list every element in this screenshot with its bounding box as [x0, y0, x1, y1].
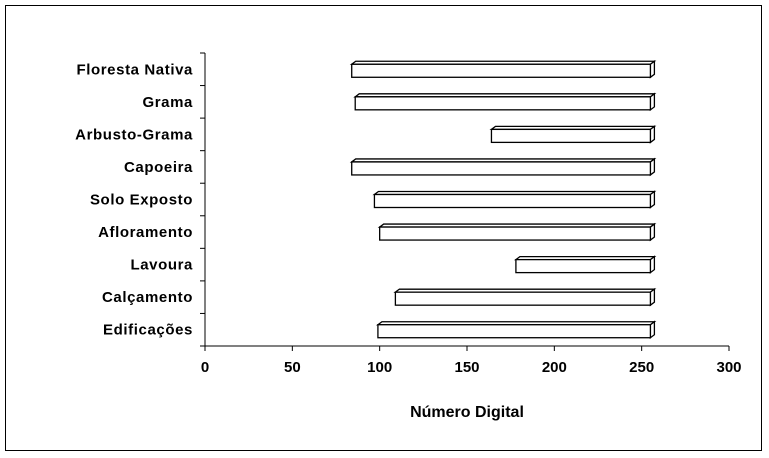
category-label: Floresta Nativa [76, 61, 193, 78]
range-bar [375, 320, 657, 340]
range-bar-front-face [351, 161, 652, 176]
range-bar [377, 222, 657, 242]
x-tick-label: 50 [284, 359, 301, 376]
x-tick-label: 200 [542, 359, 567, 376]
bars-group [349, 59, 657, 340]
category-label: Solo Exposto [90, 192, 193, 209]
category-label: Edificações [103, 322, 193, 339]
range-bar-front-face [379, 226, 652, 241]
range-bar-front-face [354, 96, 652, 111]
range-bar-front-face [490, 128, 652, 144]
range-bar [353, 92, 657, 112]
category-label: Capoeira [124, 159, 193, 176]
range-bar [513, 255, 657, 274]
category-label: Lavoura [130, 257, 193, 274]
category-label: Calçamento [102, 289, 193, 306]
range-bar-front-face [377, 324, 652, 339]
x-tick-label: 100 [367, 359, 392, 376]
range-bar [372, 190, 657, 209]
range-bar [349, 157, 657, 177]
x-tick-label: 0 [201, 359, 209, 376]
category-label: Grama [142, 94, 193, 111]
range-bar-front-face [394, 291, 652, 306]
range-bar-front-face [515, 258, 652, 274]
category-label: Arbusto-Grama [75, 126, 193, 143]
x-ticks-group: 0 50 100 150 200 250 300 [201, 346, 742, 376]
category-label: Afloramento [98, 224, 193, 241]
x-axis-title: Número Digital [410, 404, 524, 421]
range-bar-front-face [373, 193, 652, 209]
range-bar [489, 125, 657, 144]
x-tick-label: 250 [629, 359, 654, 376]
range-bar-front-face [351, 63, 652, 78]
x-tick-label: 300 [716, 359, 741, 376]
y-ticks-group: Floresta Nativa Grama Arbusto-Grama Capoeir… [75, 52, 205, 347]
range-bar [349, 59, 657, 79]
x-tick-label: 150 [454, 359, 479, 376]
range-bar [393, 287, 657, 307]
